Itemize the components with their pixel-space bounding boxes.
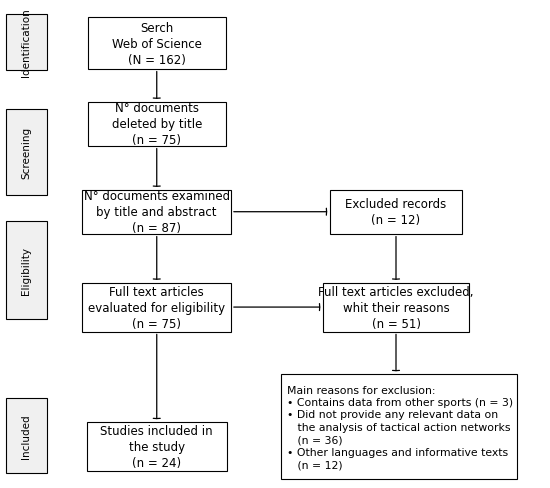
Text: N° documents examined
by title and abstract
(n = 87): N° documents examined by title and abstr…: [84, 190, 230, 235]
FancyBboxPatch shape: [6, 110, 47, 195]
FancyBboxPatch shape: [86, 422, 227, 471]
FancyBboxPatch shape: [82, 283, 231, 332]
FancyBboxPatch shape: [280, 375, 517, 479]
FancyBboxPatch shape: [6, 398, 47, 473]
FancyBboxPatch shape: [82, 190, 231, 234]
Text: Excluded records
(n = 12): Excluded records (n = 12): [345, 198, 447, 227]
FancyBboxPatch shape: [6, 15, 47, 71]
Text: Eligibility: Eligibility: [21, 247, 31, 295]
FancyBboxPatch shape: [330, 190, 462, 234]
Text: Screening: Screening: [21, 126, 31, 179]
FancyBboxPatch shape: [323, 283, 469, 332]
FancyBboxPatch shape: [88, 18, 225, 69]
FancyBboxPatch shape: [6, 222, 47, 320]
Text: Full text articles
evaluated for eligibility
(n = 75): Full text articles evaluated for eligibi…: [88, 285, 225, 330]
Text: N° documents
deleted by title
(n = 75): N° documents deleted by title (n = 75): [112, 102, 202, 147]
Text: Full text articles excluded,
whit their reasons
(n = 51): Full text articles excluded, whit their …: [318, 285, 474, 330]
Text: Studies included in
the study
(n = 24): Studies included in the study (n = 24): [101, 424, 213, 469]
Text: Main reasons for exclusion:
• Contains data from other sports (n = 3)
• Did not : Main reasons for exclusion: • Contains d…: [287, 385, 513, 469]
Text: Identification: Identification: [21, 8, 31, 77]
FancyBboxPatch shape: [88, 102, 225, 146]
Text: Included: Included: [21, 413, 31, 458]
Text: Serch
Web of Science
(N = 162): Serch Web of Science (N = 162): [112, 21, 202, 66]
